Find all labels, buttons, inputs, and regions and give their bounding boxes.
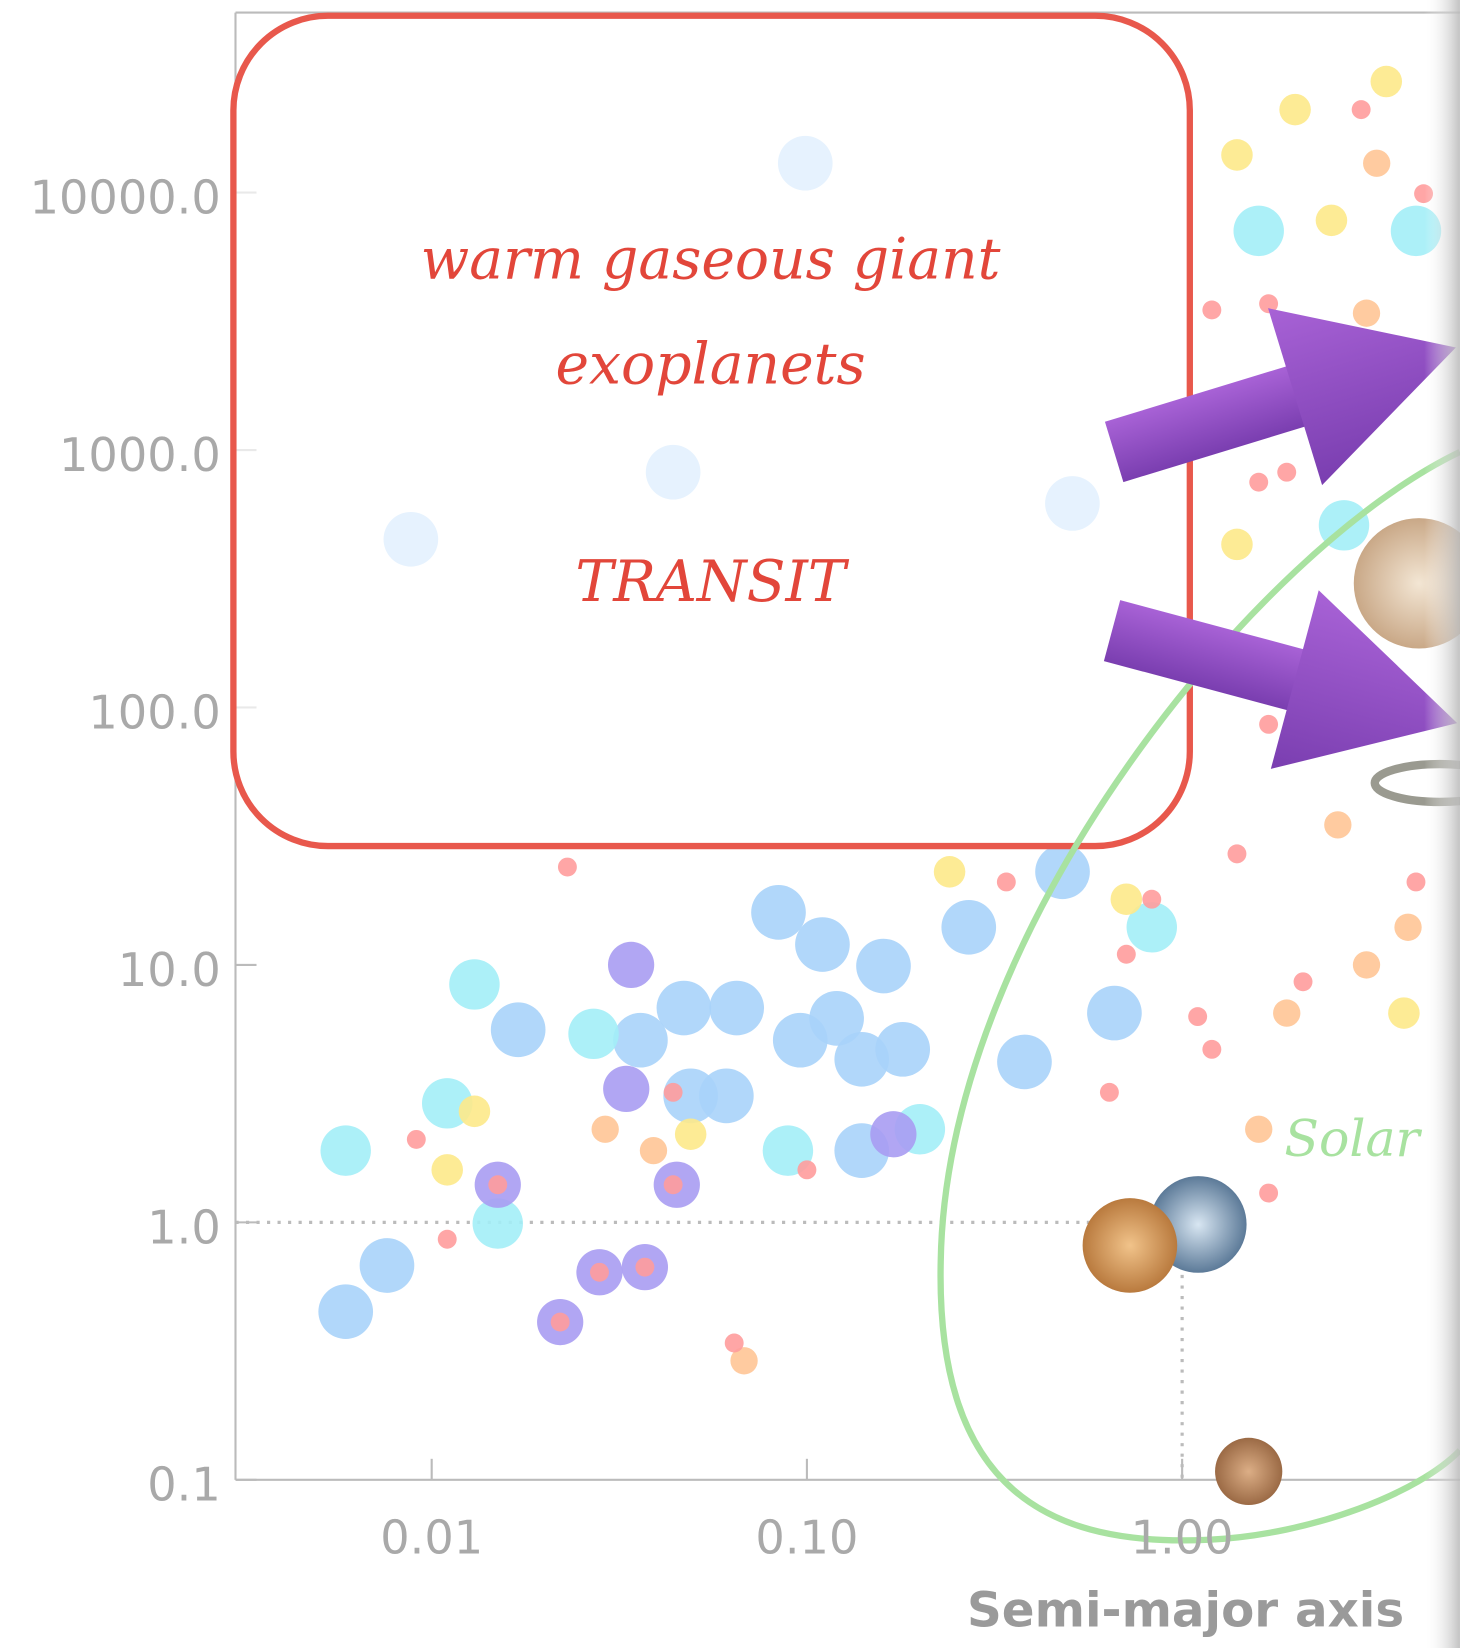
data-point	[1233, 205, 1284, 257]
data-point	[1087, 985, 1142, 1041]
data-point	[406, 1129, 426, 1149]
x-tick-label: 1.00	[1131, 1510, 1234, 1564]
data-point	[613, 1012, 668, 1068]
y-tick-label: 1000.0	[59, 428, 221, 482]
data-point	[1351, 100, 1371, 120]
planet-image	[1215, 1437, 1283, 1506]
data-point	[568, 1008, 619, 1060]
data-point	[603, 1065, 650, 1113]
data-point	[795, 917, 850, 972]
data-point	[724, 1333, 744, 1353]
data-point	[1116, 944, 1136, 964]
data-point	[490, 1002, 546, 1058]
data-point	[1221, 528, 1253, 561]
data-point	[607, 941, 655, 989]
y-tick-label: 0.1	[147, 1458, 221, 1512]
data-point	[1406, 872, 1426, 892]
annotation-text: exoplanets	[555, 332, 865, 398]
data-point	[1110, 883, 1143, 915]
data-point	[1245, 1115, 1273, 1143]
data-point	[472, 1198, 523, 1249]
annotation-fade	[235, 18, 1188, 843]
data-point	[1259, 714, 1279, 734]
y-tick-label: 10000.0	[30, 170, 221, 224]
data-point	[591, 1115, 619, 1143]
data-point	[1259, 1183, 1279, 1203]
x-tick-label: 0.01	[380, 1510, 483, 1564]
x-axis-label: Semi-major axis	[967, 1582, 1404, 1638]
data-point	[1277, 462, 1297, 482]
data-point	[639, 1136, 668, 1165]
data-point	[635, 1257, 655, 1277]
slide-edge	[1424, 0, 1460, 1648]
data-point	[1324, 811, 1352, 839]
data-point	[1142, 889, 1162, 909]
data-point	[699, 1068, 754, 1124]
data-point	[1221, 139, 1253, 171]
data-point	[1388, 997, 1420, 1029]
data-point	[1370, 65, 1403, 98]
data-point	[488, 1175, 508, 1195]
data-point	[856, 938, 911, 994]
data-point	[797, 1160, 817, 1180]
data-point	[550, 1312, 570, 1332]
data-point	[1259, 294, 1279, 314]
data-point	[1188, 1007, 1208, 1027]
data-point	[709, 980, 765, 1036]
planet-image	[1082, 1198, 1178, 1293]
data-point	[449, 959, 500, 1010]
data-point	[730, 1347, 758, 1375]
data-point	[941, 899, 997, 955]
data-point	[1315, 204, 1348, 237]
arrow	[1103, 590, 1458, 769]
data-point	[997, 1034, 1052, 1090]
y-tick-label: 1.0	[147, 1200, 221, 1254]
data-point	[458, 1095, 491, 1128]
annotation-text: warm gaseous giant	[421, 227, 1001, 293]
curve-label: Solar	[1284, 1109, 1422, 1168]
x-tick-label: 0.10	[755, 1510, 858, 1564]
data-point	[1202, 300, 1222, 320]
data-point	[1249, 472, 1269, 492]
data-point	[751, 885, 806, 940]
data-point	[1363, 149, 1391, 177]
data-point	[875, 1022, 931, 1077]
data-point	[933, 856, 966, 888]
data-point	[809, 991, 864, 1046]
data-point	[674, 1118, 707, 1150]
data-point	[437, 1229, 457, 1249]
data-point	[663, 1175, 683, 1195]
data-point	[590, 1262, 609, 1282]
data-point	[1126, 902, 1177, 953]
annotation-text: TRANSIT	[575, 549, 850, 615]
data-point	[1202, 1039, 1222, 1059]
y-tick-label: 100.0	[88, 685, 220, 739]
data-point	[996, 872, 1016, 892]
data-point	[431, 1154, 463, 1186]
data-point	[1273, 999, 1301, 1027]
data-point	[1352, 299, 1381, 327]
data-point	[320, 1125, 371, 1176]
data-point	[834, 1031, 890, 1087]
data-point	[656, 980, 712, 1036]
data-point	[1279, 93, 1311, 126]
data-point	[1394, 913, 1422, 941]
data-point	[318, 1284, 374, 1339]
data-point	[1227, 844, 1247, 864]
data-point	[870, 1111, 917, 1158]
data-point	[359, 1238, 415, 1293]
y-tick-label: 10.0	[118, 943, 221, 997]
data-point	[1099, 1082, 1119, 1102]
data-point	[1352, 951, 1381, 979]
data-point	[557, 857, 577, 877]
data-point	[1293, 972, 1313, 992]
data-point	[663, 1082, 683, 1102]
arrow	[1104, 308, 1456, 486]
